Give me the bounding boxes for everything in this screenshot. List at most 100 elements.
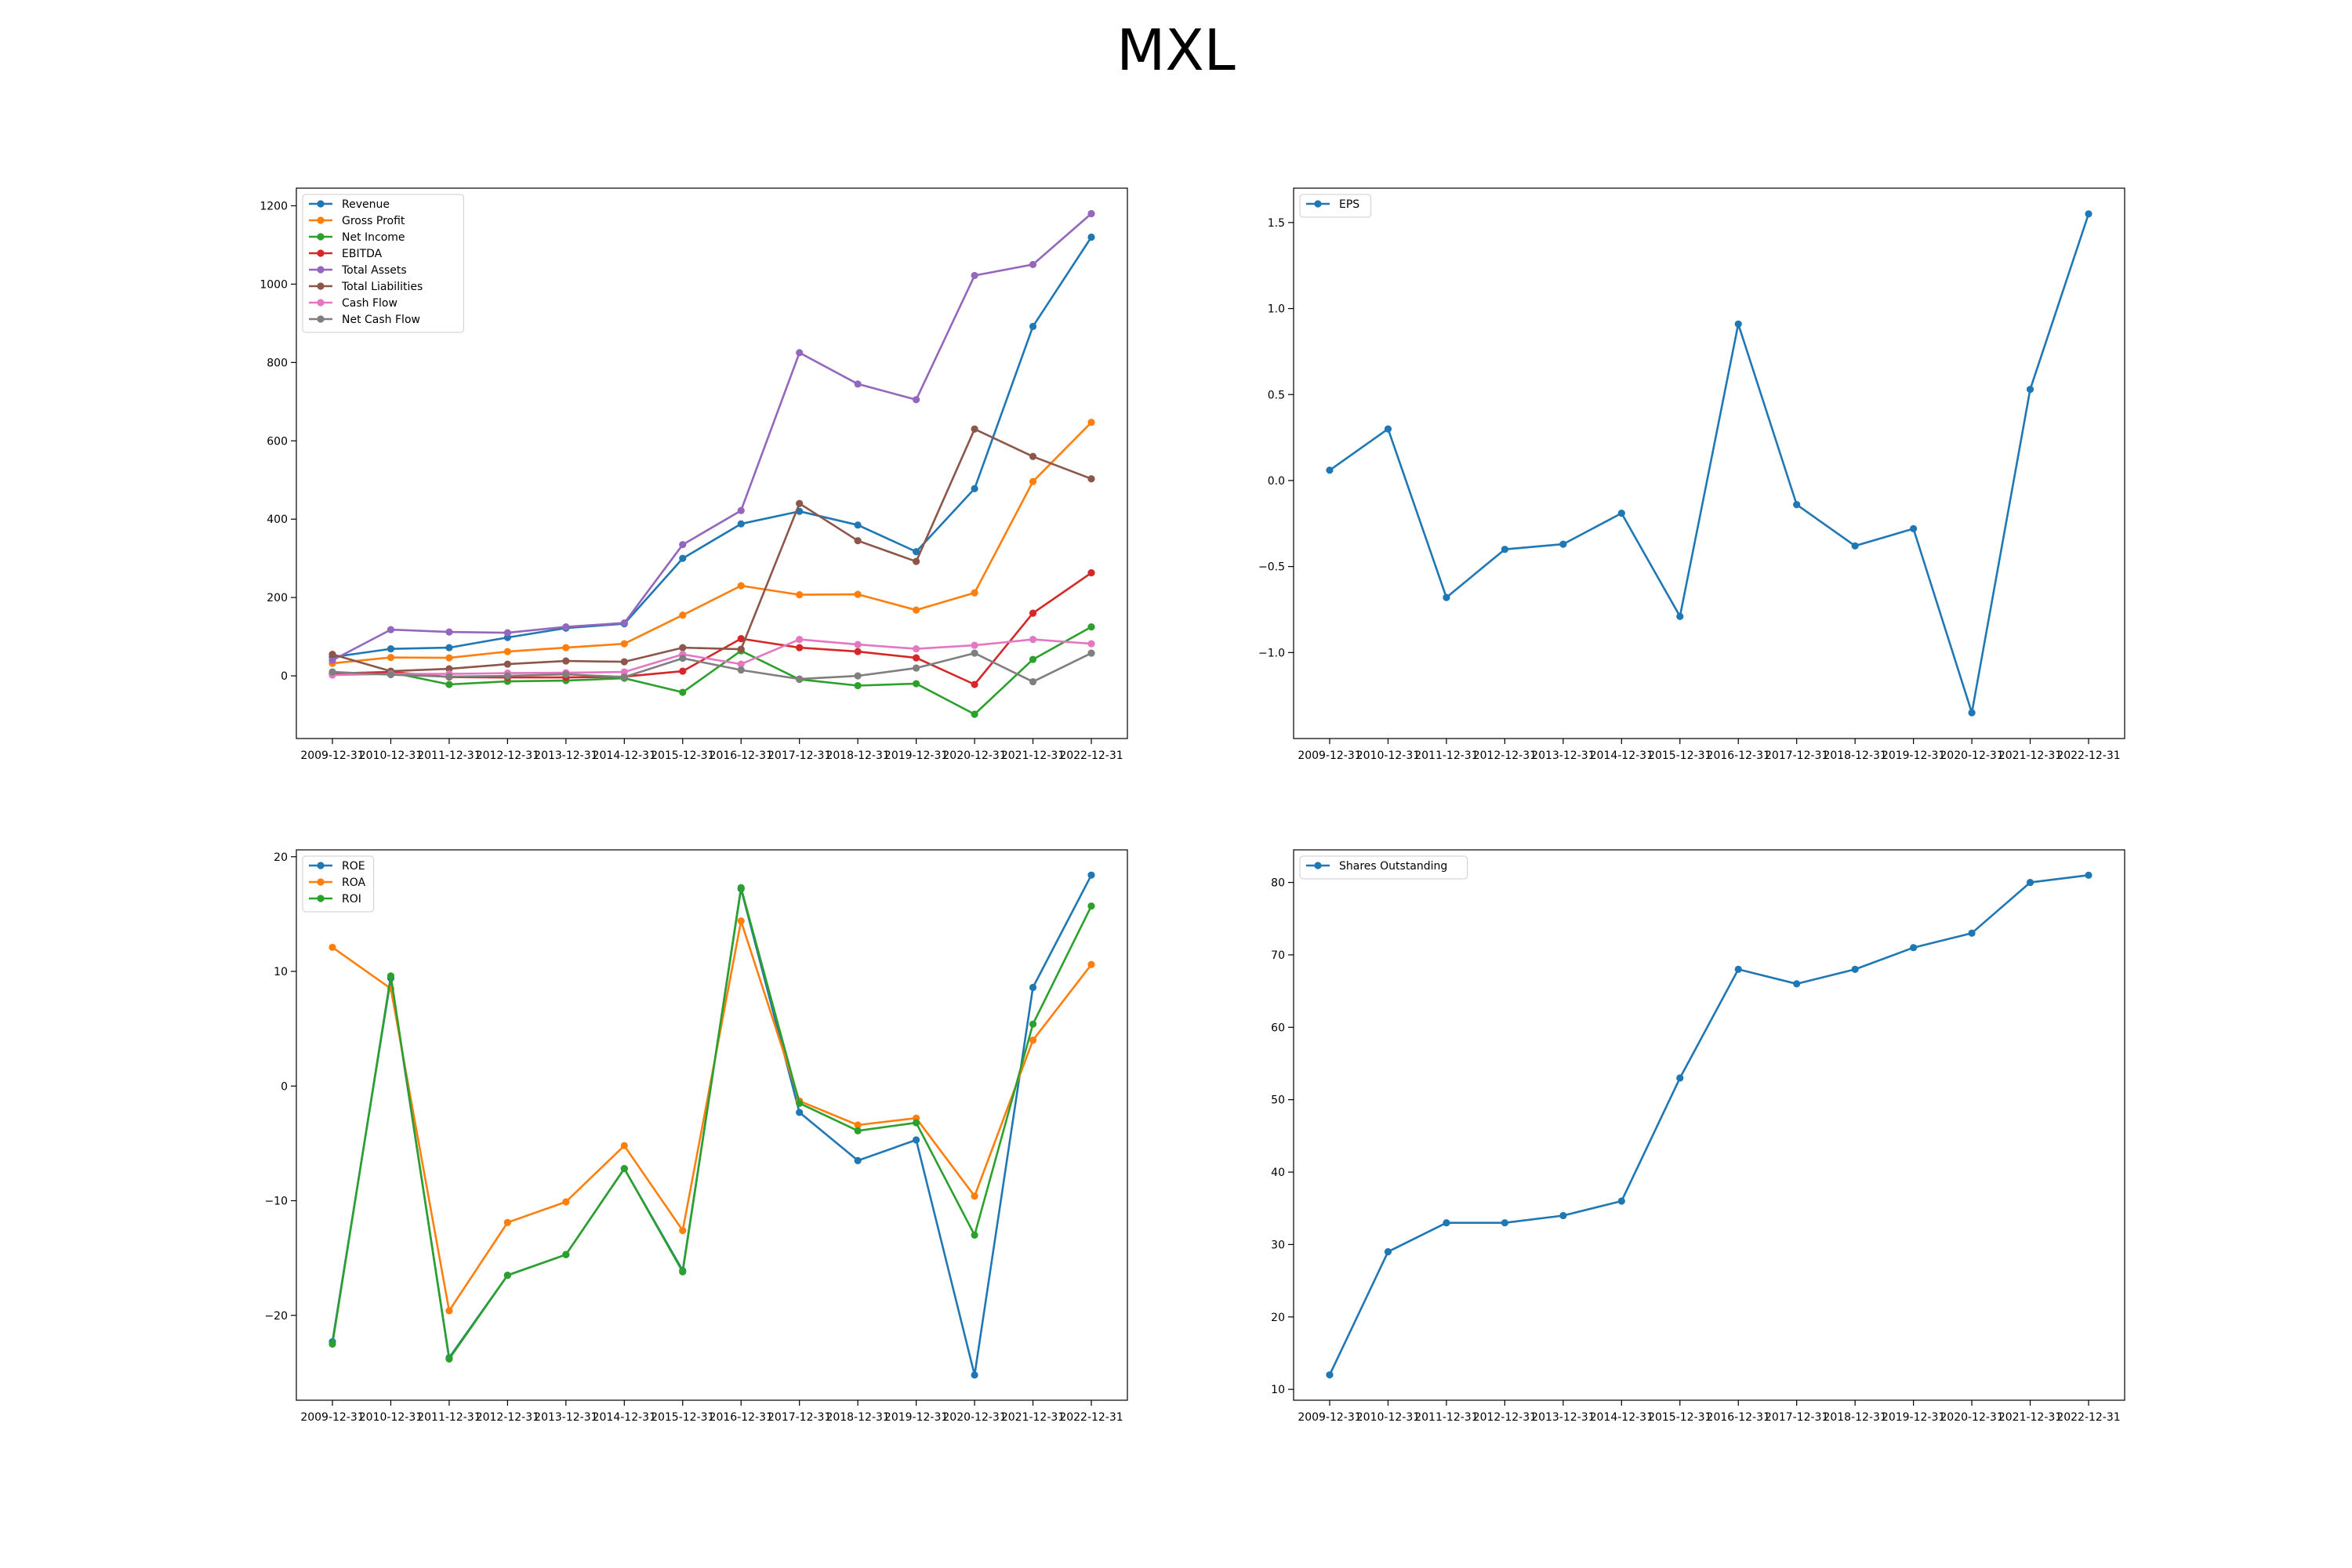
data-point	[913, 557, 920, 565]
x-tick-label: 2016-12-31	[1707, 1411, 1770, 1424]
x-tick-label: 2020-12-31	[942, 750, 1006, 762]
series-line	[332, 212, 1092, 662]
x-tick-label: 2020-12-31	[1940, 750, 2003, 762]
y-tick-label: 0.5	[1268, 389, 1285, 401]
legend-label: Total Liabilities	[341, 281, 423, 293]
legend-label: Gross Profit	[342, 215, 405, 227]
data-point	[971, 589, 978, 597]
data-point	[562, 1250, 570, 1258]
series-shares-outstanding	[1326, 871, 2092, 1379]
data-point	[913, 644, 920, 653]
x-tick-label: 2013-12-31	[1531, 1411, 1595, 1424]
data-point	[387, 972, 395, 980]
legend-label: Revenue	[342, 198, 390, 211]
data-point	[854, 537, 862, 545]
data-point	[796, 591, 804, 599]
data-point	[445, 665, 453, 673]
legend-swatch-marker	[317, 299, 325, 307]
legend-label: EPS	[1339, 198, 1359, 211]
data-point	[620, 640, 628, 648]
x-tick-label: 2011-12-31	[417, 750, 481, 762]
x-tick-label: 2011-12-31	[1414, 1411, 1478, 1424]
data-point	[445, 654, 453, 662]
data-point	[796, 1099, 804, 1107]
data-point	[1087, 569, 1095, 577]
data-point	[1087, 902, 1095, 910]
x-tick-label: 2009-12-31	[300, 1411, 364, 1424]
data-point	[737, 582, 745, 590]
series-roe	[328, 871, 1095, 1379]
legend-swatch-marker	[317, 233, 325, 241]
series-total-liabilities	[328, 425, 1095, 675]
x-tick-label: 2018-12-31	[826, 750, 889, 762]
legend-swatch-marker	[317, 315, 325, 323]
y-tick-label: 1000	[260, 278, 288, 291]
plot-frame	[1293, 849, 2125, 1401]
data-point	[562, 623, 570, 631]
data-point	[445, 673, 453, 681]
data-point	[1029, 655, 1037, 663]
data-point	[620, 658, 628, 666]
legend-swatch-marker	[317, 895, 325, 902]
data-point	[1326, 1371, 1334, 1379]
series-line	[332, 920, 1093, 1312]
x-tick-label: 2019-12-31	[884, 750, 948, 762]
data-point	[971, 271, 978, 280]
data-point	[913, 548, 920, 556]
x-tick-label: 2016-12-31	[710, 750, 773, 762]
data-point	[1734, 965, 1742, 974]
series-gross-profit	[328, 419, 1095, 667]
data-point	[445, 681, 453, 688]
data-point	[1617, 1197, 1625, 1205]
legend-swatch-marker	[317, 249, 325, 257]
x-tick-label: 2020-12-31	[1940, 1411, 2003, 1424]
x-tick-label: 2017-12-31	[1765, 1411, 1828, 1424]
y-tick-label: 1.5	[1268, 217, 1285, 230]
data-point	[1029, 322, 1037, 330]
data-point	[1559, 1211, 1567, 1220]
chart-panel-3: −20 −10 0 10 20 2009-12-312010-12-312011-12-3…	[264, 849, 1128, 1424]
data-point	[737, 645, 745, 653]
data-point	[328, 650, 336, 659]
data-point	[737, 634, 745, 643]
data-point	[913, 654, 920, 662]
data-point	[1087, 960, 1095, 968]
data-point	[562, 657, 570, 665]
data-point	[796, 499, 804, 507]
data-point	[1087, 475, 1095, 483]
x-tick-label: 2010-12-31	[359, 1411, 423, 1424]
data-point	[328, 1340, 336, 1348]
data-point	[854, 648, 862, 655]
data-point	[503, 1271, 511, 1279]
data-point	[2085, 210, 2092, 218]
data-point	[1968, 709, 1976, 717]
data-point	[854, 681, 862, 690]
data-point	[796, 349, 804, 357]
data-point	[971, 425, 978, 433]
series-line	[332, 236, 1093, 659]
data-point	[1029, 260, 1037, 269]
x-tick-label: 2021-12-31	[1001, 1411, 1065, 1424]
series-roa	[328, 917, 1095, 1315]
data-point	[1087, 209, 1095, 218]
legend-label: Cash Flow	[342, 297, 397, 310]
x-tick-label: 2022-12-31	[2056, 750, 2120, 762]
x-tick-label: 2019-12-31	[1882, 750, 1945, 762]
data-point	[1087, 871, 1095, 879]
legend: Shares Outstanding	[1299, 855, 1468, 880]
data-point	[328, 668, 336, 676]
x-tick-label: 2012-12-31	[1473, 1411, 1537, 1424]
data-point	[503, 672, 511, 680]
data-point	[1851, 965, 1859, 974]
data-point	[620, 673, 628, 681]
data-point	[387, 670, 395, 679]
data-point	[1029, 452, 1037, 460]
data-point	[2085, 871, 2092, 879]
y-tick-label: 50	[1271, 1094, 1285, 1107]
x-tick-label: 2019-12-31	[1882, 1411, 1945, 1424]
data-point	[2026, 878, 2034, 887]
plot-frame	[296, 187, 1128, 739]
data-point	[1384, 1248, 1392, 1256]
data-point	[1384, 425, 1392, 433]
